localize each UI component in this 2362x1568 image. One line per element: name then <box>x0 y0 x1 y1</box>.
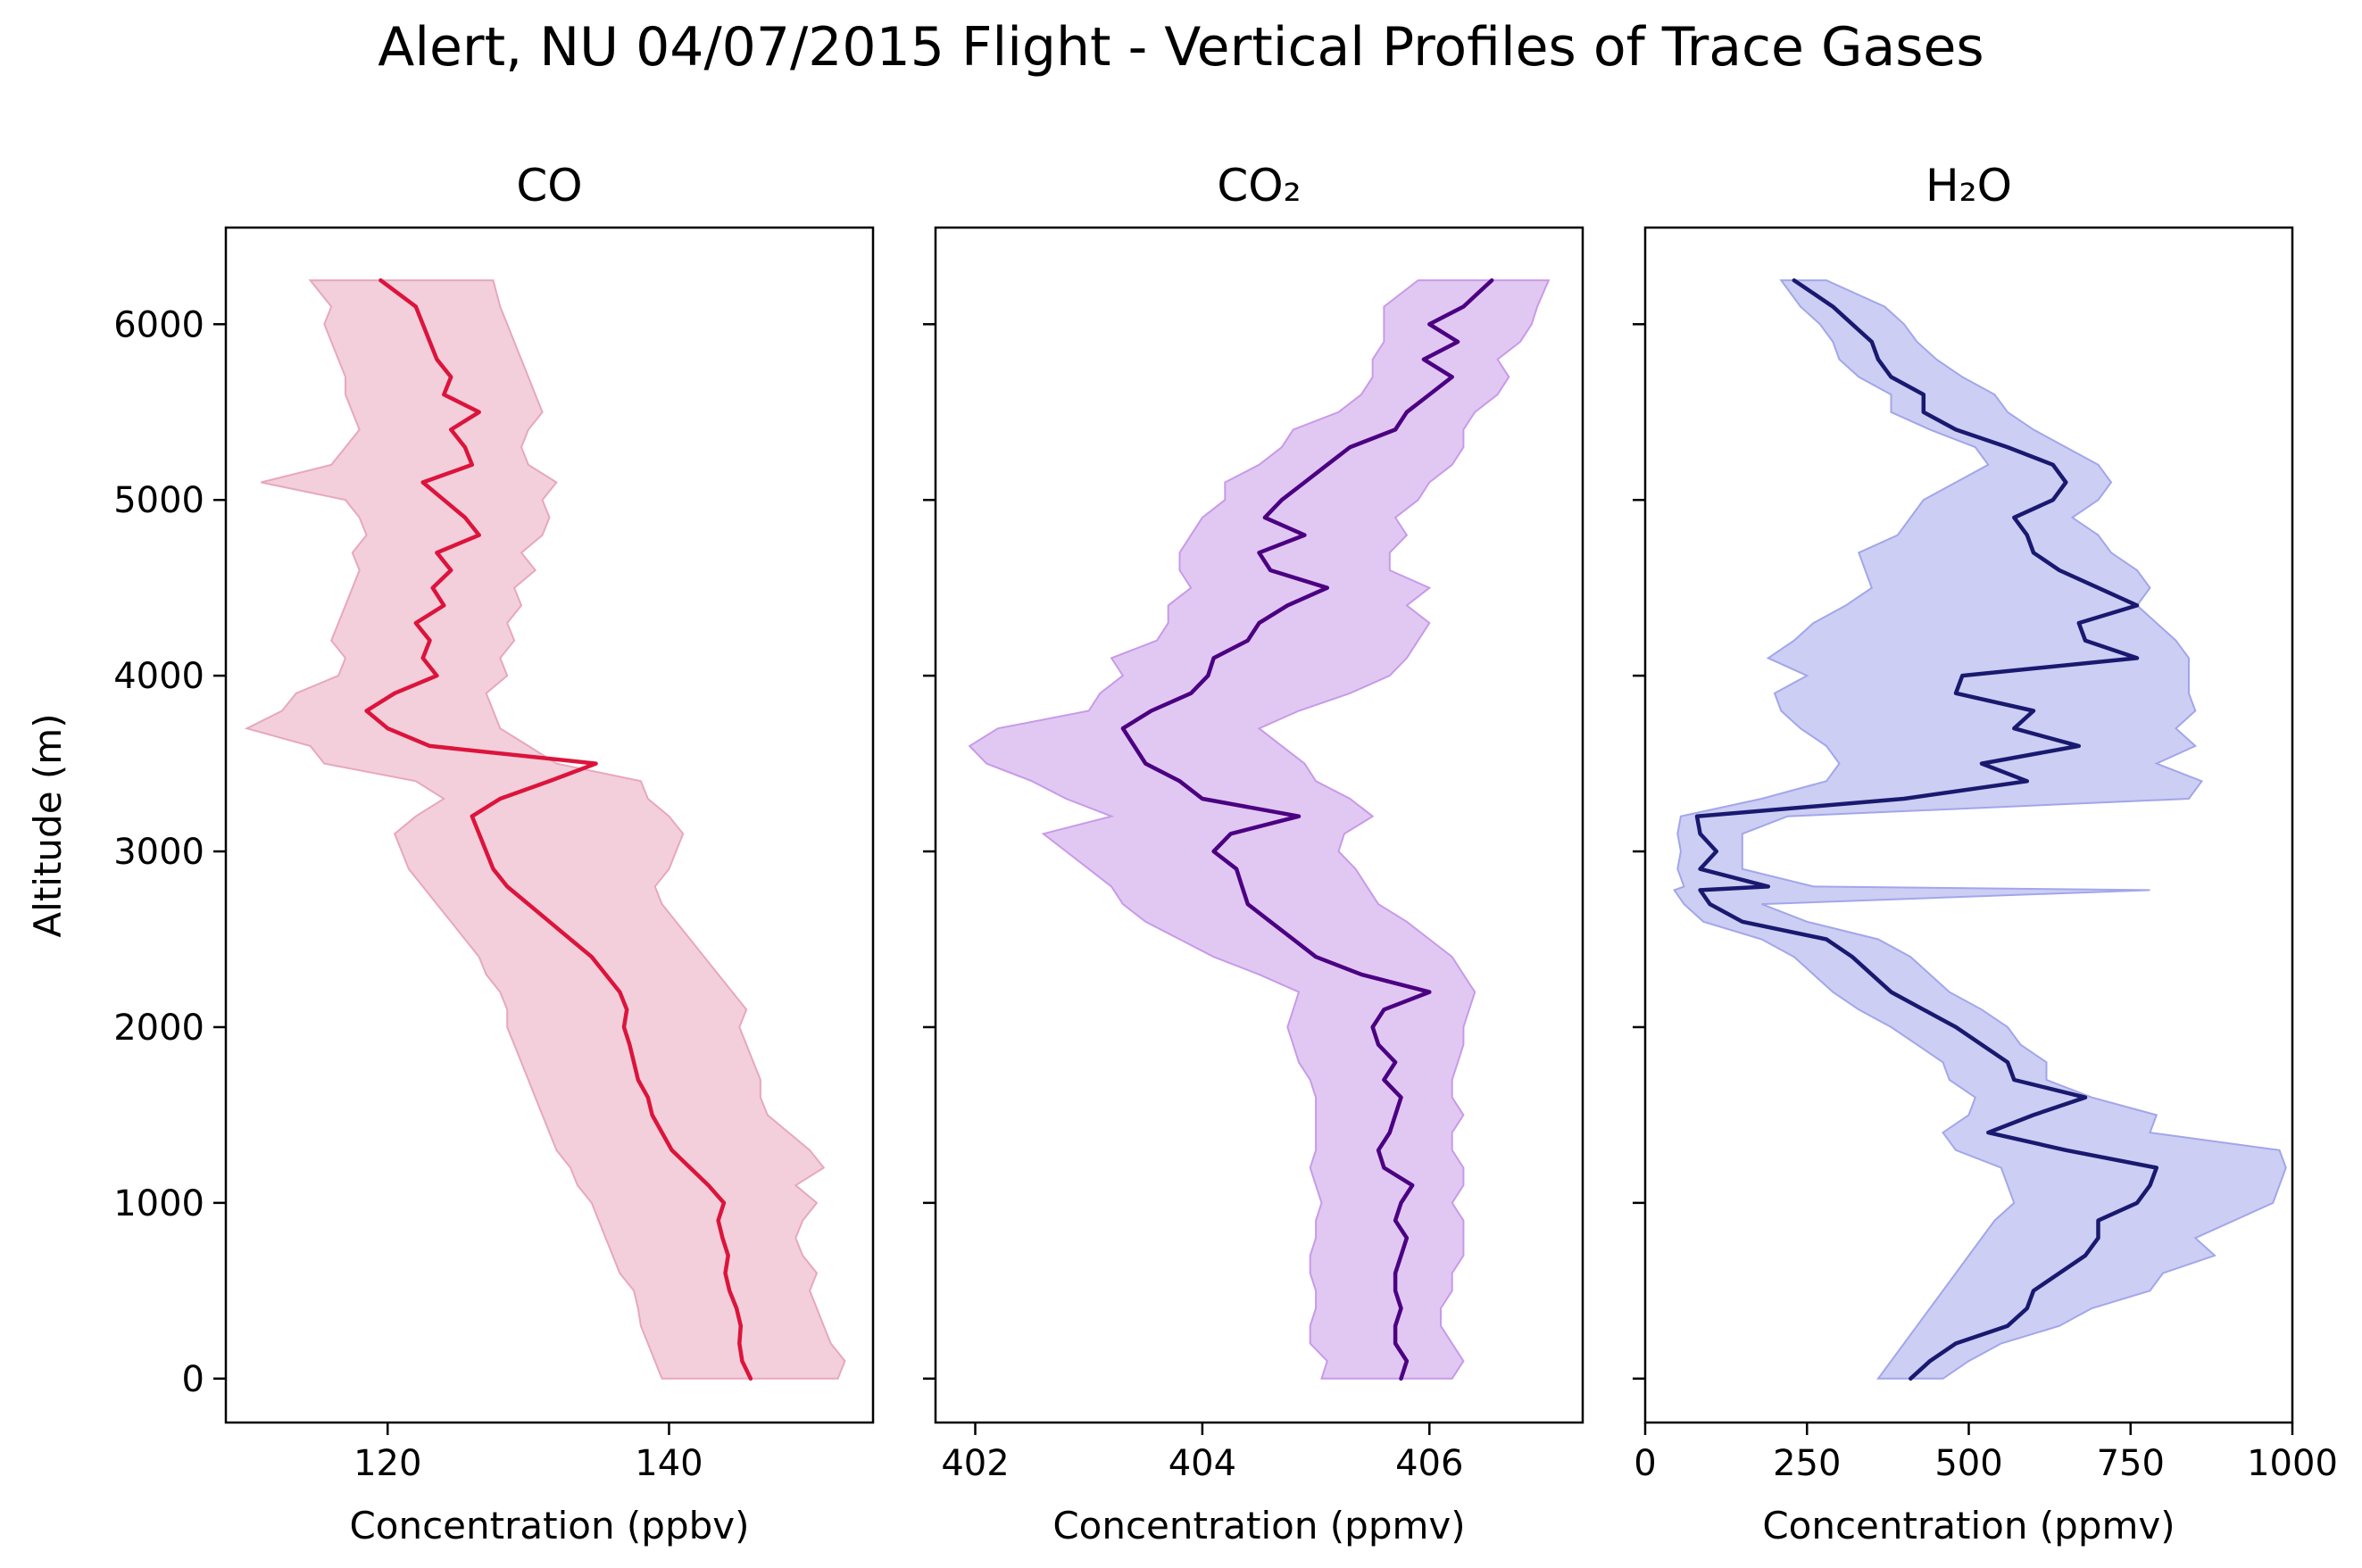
co-panel-title: CO <box>516 160 582 212</box>
h2o-x-tick-label: 250 <box>1773 1443 1841 1484</box>
y-tick-label: 4000 <box>113 656 204 697</box>
h2o-range-band <box>1673 279 2287 1380</box>
h2o-x-tick-label: 1000 <box>2247 1443 2338 1484</box>
co-mean-line <box>364 278 753 1381</box>
co-range-band <box>244 279 846 1380</box>
co2-panel-title: CO₂ <box>1217 160 1301 212</box>
y-tick-label: 2000 <box>113 1008 204 1049</box>
co-x-tick-label: 140 <box>635 1443 703 1484</box>
y-tick-label: 3000 <box>113 832 204 873</box>
co2-panel: 402 404 406 CO₂ Concentration (ppmv) <box>923 160 1584 1547</box>
y-tick-label: 0 <box>182 1359 204 1400</box>
h2o-panel: 0 250 500 750 1000 H₂O Concentration (ppmv) <box>1633 160 2338 1547</box>
co2-x-tick-label: 406 <box>1395 1443 1463 1484</box>
co-x-tick-label: 120 <box>353 1443 421 1484</box>
h2o-x-axis-label: Concentration (ppmv) <box>1762 1504 2175 1547</box>
h2o-x-tick-label: 0 <box>1634 1443 1656 1484</box>
y-tick-label: 6000 <box>113 304 204 345</box>
co-x-axis-label: Concentration (ppbv) <box>349 1504 749 1547</box>
co2-mean-line <box>1120 278 1494 1381</box>
h2o-x-tick-label: 500 <box>1934 1443 2002 1484</box>
co2-axes-frame <box>934 226 1584 1424</box>
co2-x-tick-label: 402 <box>941 1443 1009 1484</box>
co2-x-axis-label: Concentration (ppmv) <box>1052 1504 1465 1547</box>
h2o-x-tick-label: 750 <box>2097 1443 2165 1484</box>
h2o-mean-line <box>1694 278 2159 1381</box>
h2o-panel-title: H₂O <box>1925 160 2012 212</box>
co2-x-tick-label: 404 <box>1169 1443 1236 1484</box>
figure-title: Alert, NU 04/07/2015 Flight - Vertical P… <box>378 16 1984 79</box>
co2-range-band <box>968 279 1551 1380</box>
y-axis-label: Altitude (m) <box>26 713 70 937</box>
y-tick-label: 1000 <box>113 1183 204 1224</box>
co-axes-frame <box>224 226 875 1424</box>
co-panel: 120 140 0 1000 2000 3000 4000 5000 6000 CO Concent… <box>113 160 875 1547</box>
y-tick-label: 5000 <box>113 480 204 521</box>
